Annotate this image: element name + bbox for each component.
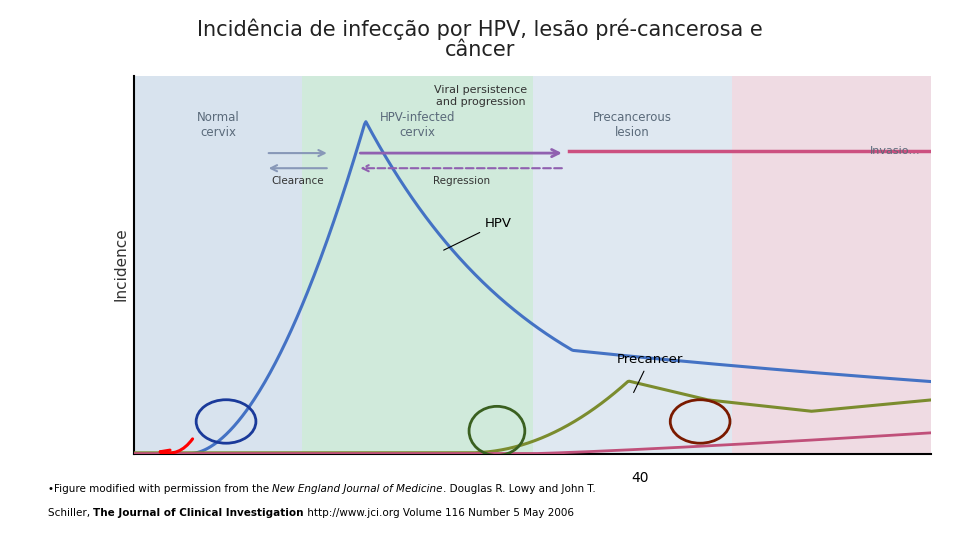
Text: Normal
cervix: Normal cervix xyxy=(197,111,239,139)
Text: HPV-infected
cervix: HPV-infected cervix xyxy=(379,111,455,139)
Text: HPV: HPV xyxy=(444,217,512,250)
Text: Viral persistence
and progression: Viral persistence and progression xyxy=(435,85,528,106)
Text: •Figure modified with permission from the: •Figure modified with permission from th… xyxy=(48,484,273,494)
Text: câncer: câncer xyxy=(444,40,516,60)
Text: Invasio…: Invasio… xyxy=(870,146,921,156)
Bar xyxy=(134,76,301,454)
Text: The Journal of Clinical Investigation: The Journal of Clinical Investigation xyxy=(93,508,304,518)
Text: New England Journal of Medicine: New England Journal of Medicine xyxy=(273,484,443,494)
Text: 40: 40 xyxy=(632,470,649,484)
Text: Precancer: Precancer xyxy=(616,353,683,393)
Text: Clearance: Clearance xyxy=(272,177,324,186)
Text: Regression: Regression xyxy=(433,177,490,186)
Bar xyxy=(301,76,533,454)
Text: Schiller,: Schiller, xyxy=(48,508,93,518)
Text: Precancerous
lesion: Precancerous lesion xyxy=(593,111,672,139)
Text: Incidência de infecção por HPV, lesão pré-cancerosa e: Incidência de infecção por HPV, lesão pr… xyxy=(197,19,763,40)
FancyArrowPatch shape xyxy=(160,439,193,458)
Bar xyxy=(533,76,732,454)
Text: http://www.jci.org Volume 116 Number 5 May 2006: http://www.jci.org Volume 116 Number 5 M… xyxy=(304,508,574,518)
Y-axis label: Incidence: Incidence xyxy=(114,228,129,301)
Text: . Douglas R. Lowy and John T.: . Douglas R. Lowy and John T. xyxy=(443,484,595,494)
Bar xyxy=(732,76,931,454)
